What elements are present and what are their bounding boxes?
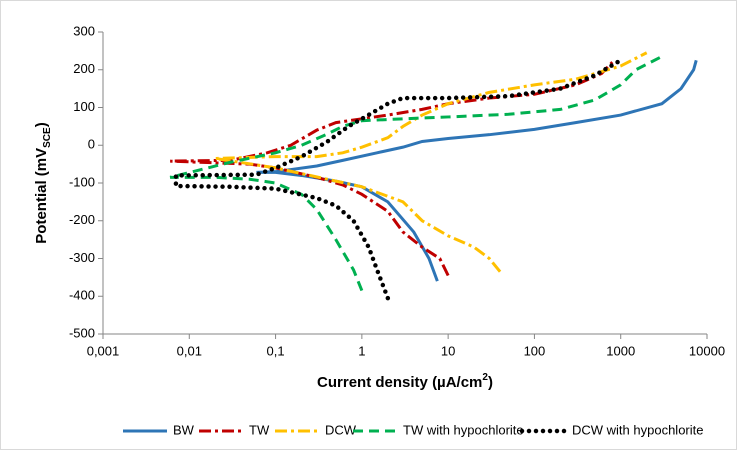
legend-label: BW xyxy=(173,422,195,437)
y-tick-label: -100 xyxy=(69,174,95,189)
x-tick-label: 0,001 xyxy=(87,343,120,358)
x-tick-label: 10 xyxy=(441,343,455,358)
y-tick-label: -400 xyxy=(69,288,95,303)
x-tick-label: 1000 xyxy=(606,343,635,358)
y-tick-label: 300 xyxy=(73,23,95,38)
y-tick-label: 100 xyxy=(73,99,95,114)
x-tick-label: 0,01 xyxy=(177,343,202,358)
series-line xyxy=(173,58,623,301)
legend-label: DCW with hypochlorite xyxy=(572,422,704,437)
y-tick-label: -200 xyxy=(69,212,95,227)
y-tick-label: 200 xyxy=(73,61,95,76)
y-tick-label: -500 xyxy=(69,325,95,340)
x-tick-label: 100 xyxy=(524,343,546,358)
x-tick-label: 1 xyxy=(358,343,365,358)
x-axis-label: Current density (µA/cm2) xyxy=(317,372,493,391)
series-line xyxy=(170,61,614,277)
x-tick-label: 0,1 xyxy=(267,343,285,358)
series-line xyxy=(169,55,663,292)
legend-label: TW with hypochlorite xyxy=(403,422,524,437)
series-line xyxy=(215,51,648,273)
legend-label: TW xyxy=(249,422,270,437)
legend-label: DCW xyxy=(325,422,357,437)
y-tick-label: 0 xyxy=(88,137,95,152)
y-tick-label: -300 xyxy=(69,250,95,265)
x-tick-label: 10000 xyxy=(689,343,725,358)
series-line xyxy=(256,59,698,282)
y-axis-label: Potential (mVSCE) xyxy=(33,122,53,243)
